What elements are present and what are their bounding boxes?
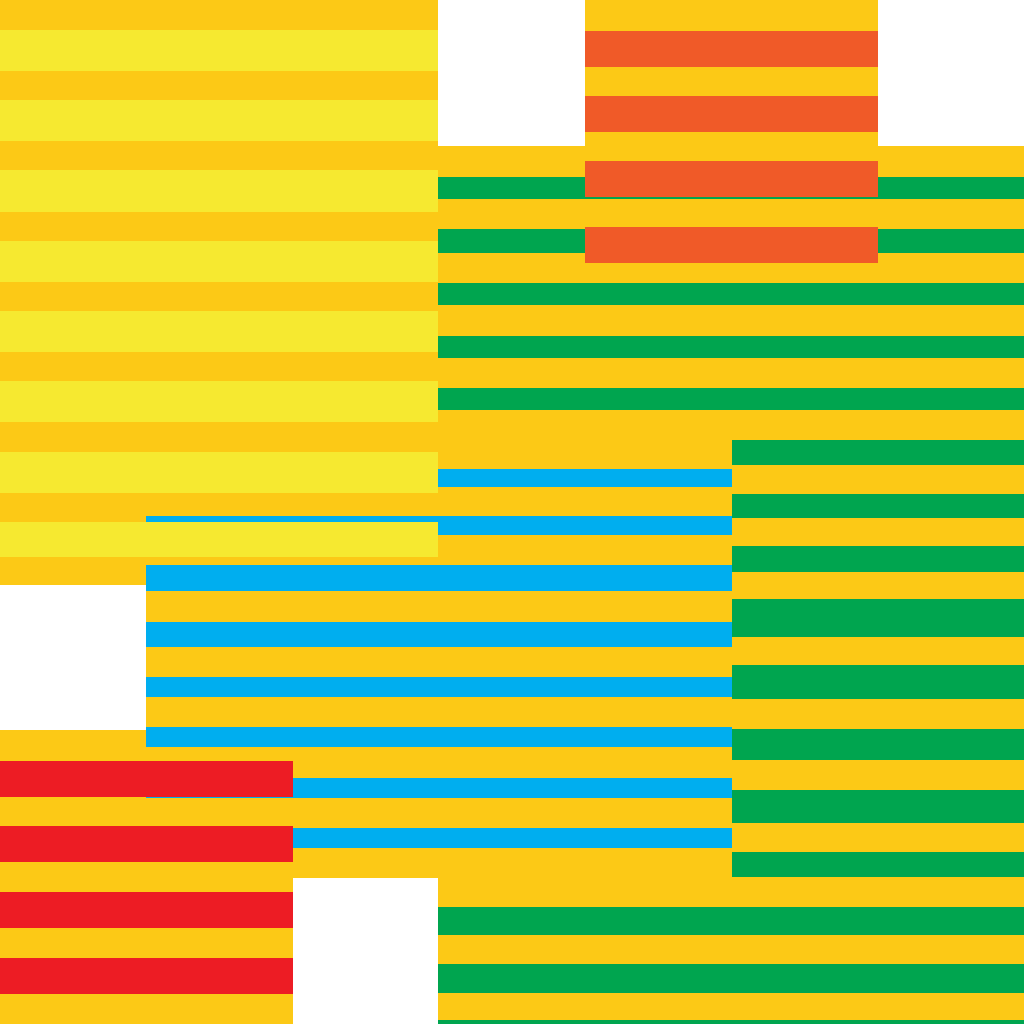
orange-stripe-panel <box>585 31 878 263</box>
red-stripe-panel <box>0 761 293 994</box>
stripe <box>438 1020 1024 1024</box>
stripe <box>585 31 878 67</box>
stripe <box>585 96 878 132</box>
right-green-stripe-panel <box>732 440 1024 877</box>
stripe <box>146 727 732 747</box>
stripe <box>732 729 1024 760</box>
stripe <box>0 452 438 493</box>
pale-yellow-stripe-panel <box>0 30 438 557</box>
stripe <box>732 852 1024 877</box>
stripe <box>0 892 293 928</box>
stripe <box>146 565 732 591</box>
stripe <box>0 522 438 557</box>
stripe <box>438 388 1024 410</box>
stripe <box>732 665 1024 699</box>
stripe <box>0 958 293 994</box>
stripe <box>146 622 732 647</box>
lower-green-stripe-panel <box>438 907 1024 1024</box>
stripe <box>438 907 1024 935</box>
stripe <box>0 170 438 212</box>
stripe <box>0 761 293 797</box>
stripe <box>0 30 438 71</box>
stripe <box>732 494 1024 518</box>
stripe <box>0 826 293 862</box>
stripe <box>0 381 438 422</box>
stripe <box>0 100 438 141</box>
stripe <box>438 283 1024 305</box>
stripe <box>732 546 1024 572</box>
stripe <box>732 440 1024 465</box>
stripe <box>438 964 1024 993</box>
stripe <box>585 227 878 263</box>
stripe <box>146 677 732 697</box>
stripe <box>0 241 438 282</box>
stripe <box>732 599 1024 637</box>
stripe <box>585 161 878 197</box>
stripe <box>438 336 1024 358</box>
stripe <box>732 790 1024 823</box>
stripe <box>0 311 438 352</box>
